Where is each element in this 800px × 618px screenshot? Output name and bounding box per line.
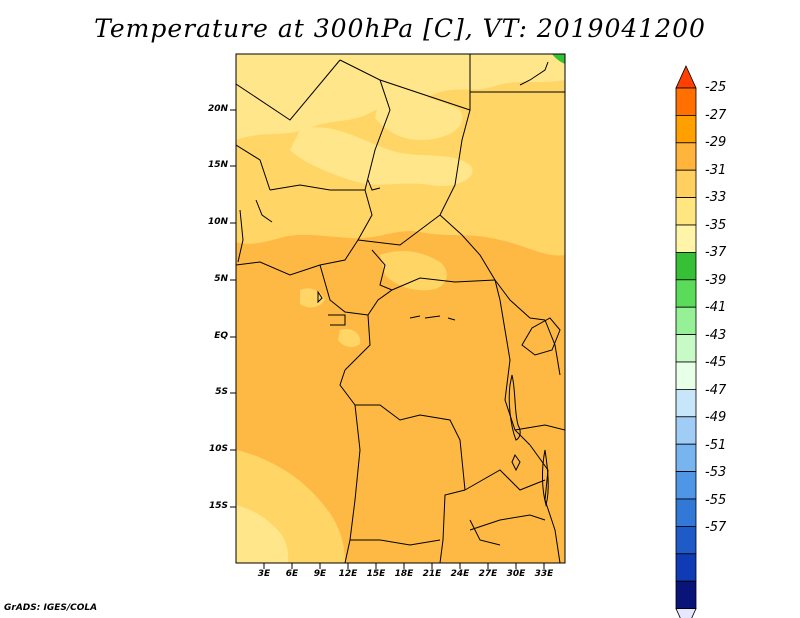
lakes bbox=[317, 290, 561, 507]
colorbar-box bbox=[675, 416, 697, 445]
colorbar-box bbox=[675, 443, 697, 473]
colorbar-box bbox=[675, 197, 697, 226]
colorbar-box bbox=[675, 224, 697, 253]
colorbar-label: -37 bbox=[705, 245, 727, 260]
colorbar-box bbox=[675, 251, 697, 281]
colorbar-box bbox=[675, 361, 697, 390]
colorbar-label: -57 bbox=[705, 520, 727, 535]
lat-label: 10N bbox=[207, 217, 228, 227]
lon-label: 3E bbox=[257, 569, 271, 579]
lon-ticks bbox=[263, 563, 545, 569]
colorbar-box bbox=[675, 279, 697, 308]
lat-label: 10S bbox=[208, 444, 228, 454]
colorbar-box bbox=[675, 498, 697, 527]
colorbar-label: -33 bbox=[705, 190, 727, 205]
country-borders bbox=[236, 54, 565, 563]
colorbar-bottom-triangle bbox=[675, 608, 697, 618]
map-title: Temperature at 300hPa [C], VT: 201904120… bbox=[94, 14, 706, 43]
colorbar-label: -29 bbox=[705, 135, 727, 150]
lat-label: 5N bbox=[214, 274, 228, 284]
colorbar-box bbox=[675, 580, 697, 610]
colorbar-label: -45 bbox=[705, 355, 727, 370]
lat-label: 15S bbox=[208, 501, 228, 511]
lat-ticks bbox=[230, 109, 236, 508]
plot-frame bbox=[235, 53, 566, 564]
colorbar-label: -27 bbox=[705, 108, 727, 123]
colorbar-label: -47 bbox=[705, 383, 727, 398]
colorbar-box bbox=[675, 334, 697, 363]
colorbar-label: -51 bbox=[705, 438, 727, 453]
lon-label: 24E bbox=[450, 569, 470, 579]
colorbar-label: -41 bbox=[705, 300, 727, 315]
colorbar-box bbox=[675, 553, 697, 582]
colorbar-label: -49 bbox=[705, 410, 727, 425]
colorbar-label: -25 bbox=[705, 80, 727, 95]
lat-label: EQ bbox=[214, 331, 228, 341]
colorbar-label: -55 bbox=[705, 493, 727, 508]
lat-label: 20N bbox=[207, 104, 228, 114]
lon-label: 12E bbox=[338, 569, 358, 579]
colorbar-label: -53 bbox=[705, 465, 727, 480]
temperature-field bbox=[236, 54, 565, 563]
colorbar-top-triangle bbox=[675, 65, 697, 89]
colorbar-label: -43 bbox=[705, 328, 727, 343]
lon-label: 33E bbox=[534, 569, 554, 579]
colorbar-box bbox=[675, 388, 697, 418]
colorbar-label: -35 bbox=[705, 218, 727, 233]
grads-credit: GrADS: IGES/COLA bbox=[4, 603, 98, 613]
colorbar bbox=[675, 65, 697, 618]
colorbar-box bbox=[675, 526, 697, 555]
colorbar-box bbox=[675, 115, 697, 144]
colorbar-box bbox=[675, 169, 697, 198]
lon-label: 30E bbox=[506, 569, 526, 579]
lon-label: 9E bbox=[313, 569, 327, 579]
colorbar-label: -39 bbox=[705, 273, 727, 288]
lon-label: 21E bbox=[422, 569, 442, 579]
colorbar-box bbox=[675, 142, 697, 171]
lon-label: 18E bbox=[394, 569, 414, 579]
lon-label: 6E bbox=[285, 569, 299, 579]
colorbar-label: -31 bbox=[705, 163, 727, 178]
colorbar-box bbox=[675, 87, 697, 116]
lat-label: 5S bbox=[215, 387, 228, 397]
lon-label: 27E bbox=[478, 569, 498, 579]
colorbar-box bbox=[675, 306, 697, 336]
colorbar-box bbox=[675, 471, 697, 500]
lon-label: 15E bbox=[366, 569, 386, 579]
lat-label: 15N bbox=[207, 160, 228, 170]
